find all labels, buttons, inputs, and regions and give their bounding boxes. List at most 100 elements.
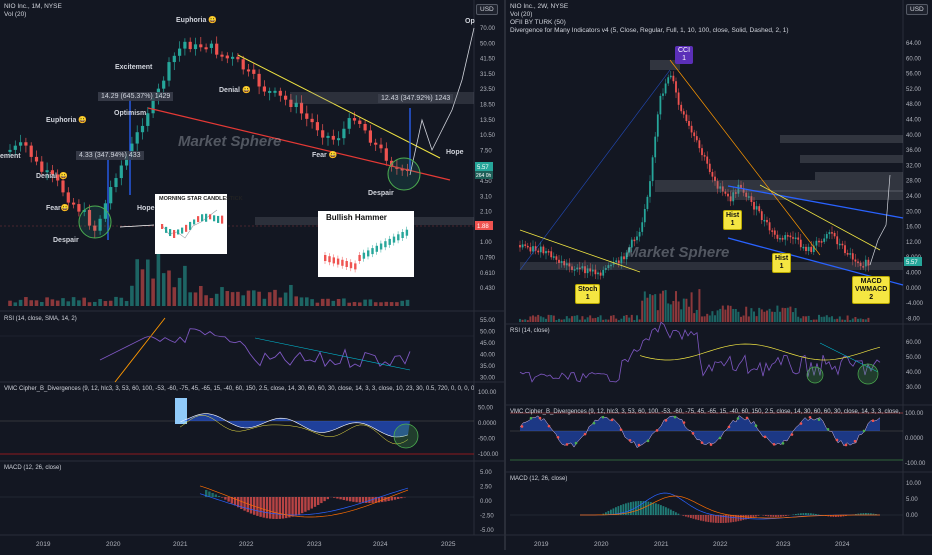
left-candle-body: [337, 138, 340, 140]
morning-star-candle: [213, 215, 215, 221]
right-vmc-label[interactable]: VMC Cipher_B_Divergences (9, 12, hlc3, 3…: [510, 408, 900, 417]
right-volume-bar: [524, 319, 526, 322]
left-currency-button[interactable]: USD: [476, 4, 498, 15]
right-volume-bar: [862, 319, 864, 322]
right-volume-bar: [748, 316, 750, 322]
right-candle-body: [779, 238, 781, 240]
right-chart-title[interactable]: NIO Inc., 2W, NYSE: [510, 3, 568, 11]
right-candle-body: [652, 157, 654, 181]
right-candle-body: [527, 246, 529, 248]
left-candle-body: [321, 130, 324, 137]
right-volume-bar: [805, 316, 807, 322]
left-chart-title[interactable]: NIO Inc., 1M, NYSE: [4, 3, 62, 11]
right-volume-bar: [620, 319, 622, 322]
left-vmc-tick-label: 0.0000: [478, 421, 497, 427]
morning-star-illustration: [155, 194, 227, 254]
left-macd-hist-bar: [394, 497, 396, 500]
right-macd-tick-label: 0.00: [906, 513, 918, 519]
right-macd-label[interactable]: MACD (12, 26, close): [510, 475, 567, 484]
left-rsi-label[interactable]: RSI (14, close, SMA, 14, 2): [4, 315, 77, 324]
left-candle-body: [342, 129, 345, 138]
morning-star-candle: [189, 222, 191, 230]
left-volume-bar: [257, 292, 261, 306]
left-vmc-label[interactable]: VMC Cipher_B_Divergences (9, 12, hlc3, 3…: [4, 385, 474, 394]
right-vmc-dot: [683, 421, 686, 424]
left-macd-hist-bar: [327, 497, 329, 499]
right-vol-label[interactable]: Vol (20): [510, 11, 532, 19]
right-volume-bar: [727, 305, 729, 322]
right-volume-bar: [532, 315, 534, 322]
left-candle-body: [136, 132, 139, 143]
left-vol-label[interactable]: Vol (20): [4, 11, 26, 19]
left-candle-body: [258, 74, 261, 87]
left-volume-bar: [379, 302, 383, 306]
right-candle-body: [816, 241, 818, 246]
right-volume-bar: [576, 315, 578, 322]
right-div-label[interactable]: Divergence for Many Indicators v4 (5, Cl…: [510, 27, 789, 35]
left-macd-label[interactable]: MACD (12, 26, close): [4, 464, 61, 473]
left-volume-bar: [247, 291, 251, 306]
left-macd-hist-bar: [346, 497, 348, 501]
right-volume-bar: [691, 292, 693, 322]
right-candle-body: [774, 230, 776, 234]
right-candle-body: [693, 132, 695, 136]
left-axis-tick-label: 7.50: [480, 148, 492, 154]
right-macd-hist-bar: [775, 515, 777, 517]
left-vmc-tick-label: 50.00: [478, 406, 494, 412]
left-macd-hist-bar: [352, 497, 354, 502]
right-volume-bar: [675, 291, 677, 322]
left-axis-tick-label: 31.50: [480, 72, 496, 78]
right-axis-tick-label: 56.00: [906, 72, 922, 78]
right-rsi-label[interactable]: RSI (14, close): [510, 327, 550, 336]
right-volume-bar: [735, 309, 737, 322]
right-volume-bar: [615, 319, 617, 322]
right-macd-hist-bar: [695, 515, 697, 519]
right-candle-body: [852, 253, 854, 259]
right-vmc-dot: [773, 443, 776, 446]
right-time-tick-label: 2020: [594, 541, 609, 548]
left-candle-body: [226, 56, 229, 59]
left-macd-hist-bar: [269, 497, 271, 519]
left-rsi-tick-label: 35.00: [480, 364, 496, 370]
right-volume-bar: [665, 290, 667, 322]
annotation-fear-left: Fear😀: [46, 204, 70, 213]
right-candle-body: [758, 206, 760, 211]
left-volume-bar: [374, 302, 378, 306]
left-volume-bar: [279, 298, 283, 306]
right-volume-bar: [792, 312, 794, 322]
left-volume-bar: [109, 301, 113, 306]
left-volume-bar: [400, 301, 404, 306]
morning-star-candle: [181, 228, 183, 234]
right-macd-hist-bar: [640, 501, 642, 515]
right-volume-bar: [815, 320, 817, 322]
right-ofi-label[interactable]: OFII BY TURK (50): [510, 19, 566, 27]
right-macd-hist-bar: [793, 514, 795, 515]
right-macd-hist-bar: [693, 515, 695, 519]
left-axis-tick-label: 2.10: [480, 210, 492, 216]
badge-hist-1-text: Hist 1: [726, 212, 739, 227]
left-volume-bar: [284, 293, 288, 306]
right-candle-body: [657, 114, 659, 136]
measure-label-2: 14.29 (645.37%) 1429: [98, 92, 173, 101]
right-volume-bar: [722, 306, 724, 322]
left-candle-body: [348, 118, 351, 129]
right-volume-bar: [828, 317, 830, 322]
right-volume-bar: [579, 320, 581, 322]
morning-star-candle: [193, 219, 195, 224]
right-macd-hist-bar: [725, 515, 727, 523]
left-volume-bar: [51, 299, 55, 306]
right-volume-bar: [841, 320, 843, 322]
right-currency-button[interactable]: USD: [906, 4, 928, 15]
badge-stoch-text: Stoch 1: [578, 286, 597, 301]
right-volume-bar: [597, 317, 599, 322]
right-candle-body: [712, 172, 714, 177]
left-volume-bar: [61, 298, 65, 306]
left-volume-bar: [40, 302, 44, 306]
hammer-candle-body: [397, 234, 399, 240]
left-volume-bar: [310, 299, 314, 306]
badge-cci: CCI 1: [675, 46, 693, 64]
right-volume-bar: [548, 315, 550, 322]
left-price-badge-3: 1.88: [477, 224, 489, 230]
right-candle-body: [849, 253, 851, 255]
